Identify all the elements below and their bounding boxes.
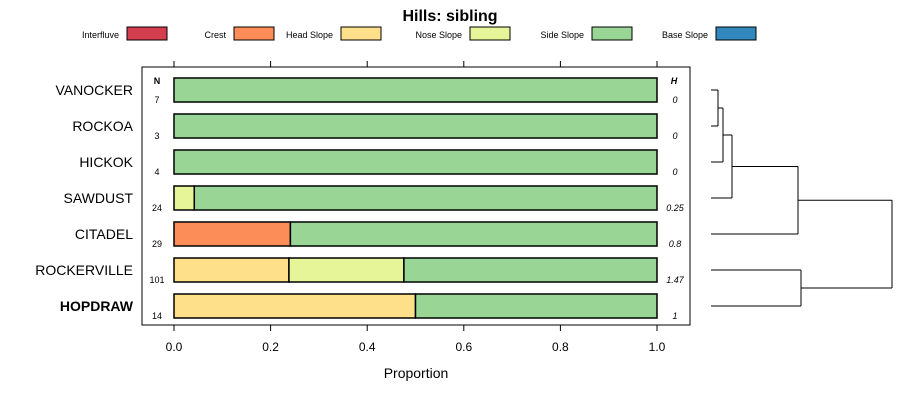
bar-row: HICKOK 4 0 xyxy=(79,149,678,177)
row-label: SAWDUST xyxy=(64,190,134,206)
h-column-header: H xyxy=(671,76,678,86)
row-n-count: 14 xyxy=(152,311,162,321)
bar-segment xyxy=(288,257,405,283)
legend-label: Side Slope xyxy=(540,30,584,40)
legend-swatch xyxy=(591,26,633,41)
bar-segment xyxy=(289,221,658,247)
x-tick-label: 0.8 xyxy=(552,340,569,354)
bar-segment xyxy=(173,185,196,211)
row-label: HOPDRAW xyxy=(60,298,134,314)
legend-swatch xyxy=(340,26,382,41)
bar-row: ROCKOA 3 0 xyxy=(72,113,678,141)
plot-frame xyxy=(141,66,691,326)
row-n-count: 7 xyxy=(154,95,159,105)
row-h-value: 0.8 xyxy=(669,239,682,249)
legend-label: Head Slope xyxy=(286,30,333,40)
row-label: CITADEL xyxy=(75,226,133,242)
row-h-value: 0.25 xyxy=(666,203,685,213)
x-tick-label: 0.0 xyxy=(166,340,183,354)
bar-row: CITADEL 29 0.8 xyxy=(75,221,682,249)
bar-segment xyxy=(173,113,658,139)
row-n-count: 101 xyxy=(149,275,164,285)
row-h-value: 1 xyxy=(672,311,677,321)
legend-label: Interfluve xyxy=(82,30,119,40)
x-tick-label: 0.6 xyxy=(455,340,472,354)
x-tick-label: 0.4 xyxy=(359,340,376,354)
bar-segment xyxy=(403,257,658,283)
x-tick-label: 0.2 xyxy=(262,340,279,354)
bar-row: VANOCKER 7 0 xyxy=(55,77,678,105)
dendrogram xyxy=(711,89,893,307)
row-label: ROCKERVILLE xyxy=(35,262,133,278)
bar-segment xyxy=(173,77,658,103)
row-h-value: 0 xyxy=(672,167,677,177)
bar-segment xyxy=(414,293,658,319)
row-h-value: 1.47 xyxy=(666,275,685,285)
bar-segment xyxy=(173,149,658,175)
row-label: VANOCKER xyxy=(55,82,133,98)
row-n-count: 24 xyxy=(152,203,162,213)
row-n-count: 4 xyxy=(154,167,159,177)
row-label: HICKOK xyxy=(79,154,133,170)
legend-label: Base Slope xyxy=(662,30,708,40)
bar-row: HOPDRAW 14 1 xyxy=(60,293,678,321)
x-axis-label: Proportion xyxy=(384,365,449,381)
x-tick-label: 1.0 xyxy=(649,340,666,354)
bar-segment xyxy=(173,257,290,283)
legend: Interfluve Crest Head Slope Nose Slope Side … xyxy=(82,26,757,41)
legend-label: Crest xyxy=(204,30,226,40)
bar-rows: VANOCKER 7 0 ROCKOA 3 0 HICKOK 4 0 SAWDUST 24 0.25 C… xyxy=(35,77,685,321)
row-h-value: 0 xyxy=(672,95,677,105)
legend-label: Nose Slope xyxy=(415,30,462,40)
bar-segment xyxy=(193,185,658,211)
row-h-value: 0 xyxy=(672,131,677,141)
n-column-header: N xyxy=(154,76,161,86)
legend-swatch xyxy=(126,26,168,41)
bar-row: SAWDUST 24 0.25 xyxy=(64,185,685,213)
row-n-count: 29 xyxy=(152,239,162,249)
x-axis: 0.0 0.2 0.4 0.6 0.8 1.0 xyxy=(166,61,666,354)
legend-swatch xyxy=(233,26,275,41)
chart-title: Hills: sibling xyxy=(402,8,497,25)
legend-swatch xyxy=(715,26,757,41)
row-n-count: 3 xyxy=(154,131,159,141)
row-label: ROCKOA xyxy=(72,118,133,134)
bar-row: ROCKERVILLE 101 1.47 xyxy=(35,257,685,285)
legend-swatch xyxy=(469,26,511,41)
bar-segment xyxy=(173,221,292,247)
bar-segment xyxy=(173,293,417,319)
